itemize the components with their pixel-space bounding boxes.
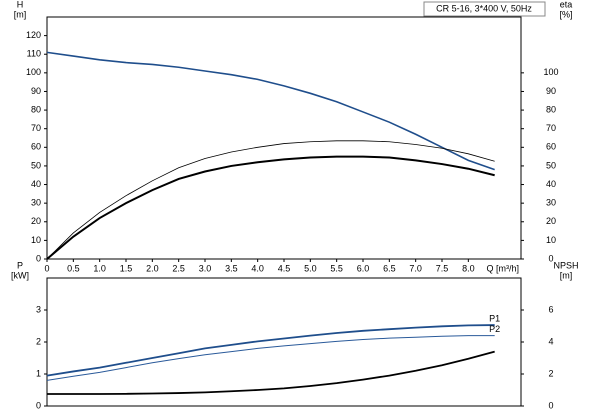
x-axis-label: Q [m³/h] <box>486 263 519 273</box>
y-tick-label: 120 <box>26 30 41 40</box>
x-tick-label: 1.5 <box>120 263 133 273</box>
y-tick-label: 90 <box>31 86 41 96</box>
y-axis-label: H <box>17 0 24 9</box>
y2-tick-label: 40 <box>546 179 556 189</box>
y-tick-label: 80 <box>31 104 41 114</box>
x-tick-label: 1.0 <box>93 263 106 273</box>
y-tick-label: 50 <box>31 160 41 170</box>
y2-axis-label: NPSH <box>553 260 578 270</box>
y2-tick-label: 90 <box>546 86 556 96</box>
x-tick-label: 7.5 <box>436 263 449 273</box>
y-tick-label: 0 <box>36 253 41 263</box>
y2-tick-label: 0 <box>548 253 553 263</box>
y2-tick-label: 10 <box>546 235 556 245</box>
series-line <box>46 140 495 260</box>
y2-tick-label: 20 <box>546 216 556 226</box>
y-tick-label: 110 <box>27 49 41 59</box>
x-tick-label: 6.5 <box>383 263 396 273</box>
x-tick-label: 3.5 <box>225 263 238 273</box>
y2-tick-label: 60 <box>546 142 556 152</box>
y-axis-label: P <box>17 260 23 270</box>
x-tick-label: 2.0 <box>146 263 159 273</box>
x-tick-label: 3.0 <box>199 263 212 273</box>
y2-axis-label: eta <box>560 0 573 9</box>
y2-tick-label: 30 <box>546 198 556 208</box>
plot-frame <box>46 277 522 407</box>
y2-tick-label: 2 <box>548 368 553 378</box>
y-tick-label: 3 <box>36 304 41 314</box>
x-tick-label: 0 <box>44 263 49 273</box>
x-tick-label: 4.0 <box>251 263 264 273</box>
x-tick-label: 0.5 <box>67 263 80 273</box>
y-tick-label: 10 <box>31 235 41 245</box>
y2-tick-label: 4 <box>548 336 553 346</box>
y2-tick-label: 70 <box>546 123 556 133</box>
y-axis-unit: [m] <box>14 9 27 19</box>
y2-tick-label: 50 <box>546 160 556 170</box>
y2-tick-label: 6 <box>548 304 553 314</box>
y2-tick-label: 80 <box>546 104 556 114</box>
series-line <box>46 335 495 381</box>
y-tick-label: 1 <box>36 368 41 378</box>
series-line <box>46 155 495 260</box>
series-label: P2 <box>489 324 500 334</box>
x-tick-label: 4.5 <box>278 263 291 273</box>
y-tick-label: 20 <box>31 216 41 226</box>
y-tick-label: 70 <box>31 123 41 133</box>
x-tick-label: 7.0 <box>409 263 422 273</box>
plot-frame <box>46 16 522 260</box>
x-tick-label: 5.0 <box>304 263 317 273</box>
y-tick-label: 0 <box>36 400 41 410</box>
series-label: P1 <box>489 313 500 323</box>
x-tick-label: 2.5 <box>172 263 185 273</box>
series-line <box>46 324 495 377</box>
x-tick-label: 6.0 <box>357 263 370 273</box>
x-tick-label: 5.5 <box>330 263 343 273</box>
y2-tick-label: 100 <box>543 67 558 77</box>
y2-axis-unit: [m] <box>560 270 573 280</box>
x-tick-label: 8.0 <box>462 263 475 273</box>
title-box <box>423 1 546 17</box>
chart-title: CR 5-16, 3*400 V, 50Hz <box>436 3 532 13</box>
series-line <box>47 350 495 395</box>
y2-axis-unit: [%] <box>559 9 572 19</box>
y-tick-label: 100 <box>26 67 41 77</box>
y-tick-label: 30 <box>31 198 41 208</box>
y-tick-label: 60 <box>31 142 41 152</box>
y2-tick-label: 0 <box>548 400 553 410</box>
y-tick-label: 2 <box>36 336 41 346</box>
series-line <box>46 51 495 171</box>
y-axis-unit: [kW] <box>11 270 29 280</box>
y-tick-label: 40 <box>31 179 41 189</box>
